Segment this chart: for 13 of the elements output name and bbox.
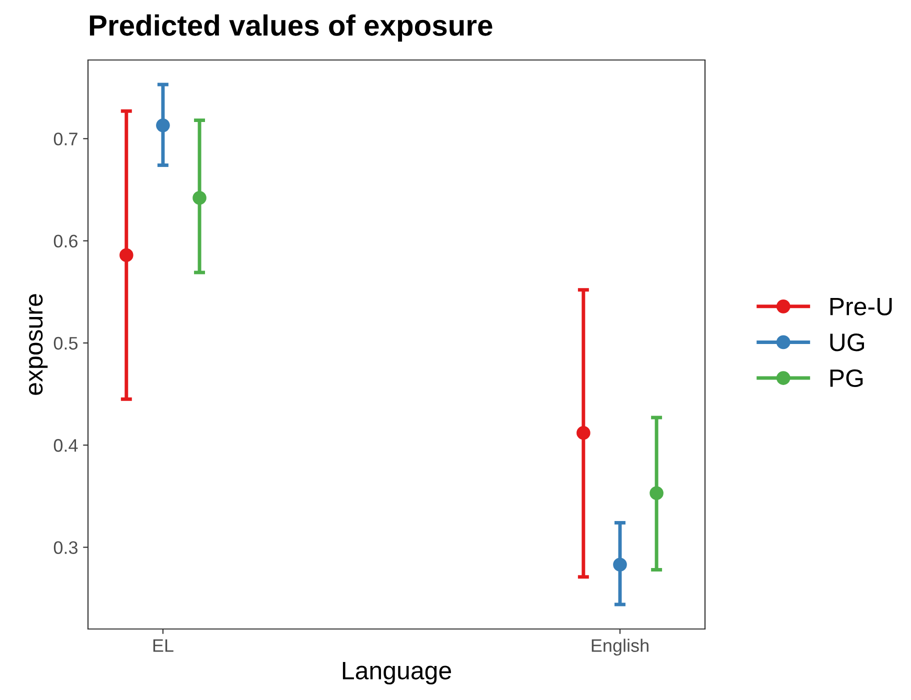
x-tick-label: EL (153, 639, 174, 652)
legend-label: Pre-U (830, 298, 892, 316)
x-tick-label: English (592, 638, 648, 656)
y-axis-title: exposure (28, 294, 48, 395)
legend-label: PG (830, 369, 863, 388)
y-tick-label: 0.3 (54, 541, 78, 554)
legend-label: UG (830, 334, 864, 352)
y-tick-label: 0.4 (54, 439, 78, 452)
y-tick-label: 0.6 (54, 234, 78, 248)
x-axis-title: Language (342, 662, 452, 684)
y-tick-label: 0.5 (54, 336, 78, 350)
y-tick-label: 0.7 (54, 132, 78, 146)
chart-title: Predicted values of exposure (90, 14, 492, 42)
